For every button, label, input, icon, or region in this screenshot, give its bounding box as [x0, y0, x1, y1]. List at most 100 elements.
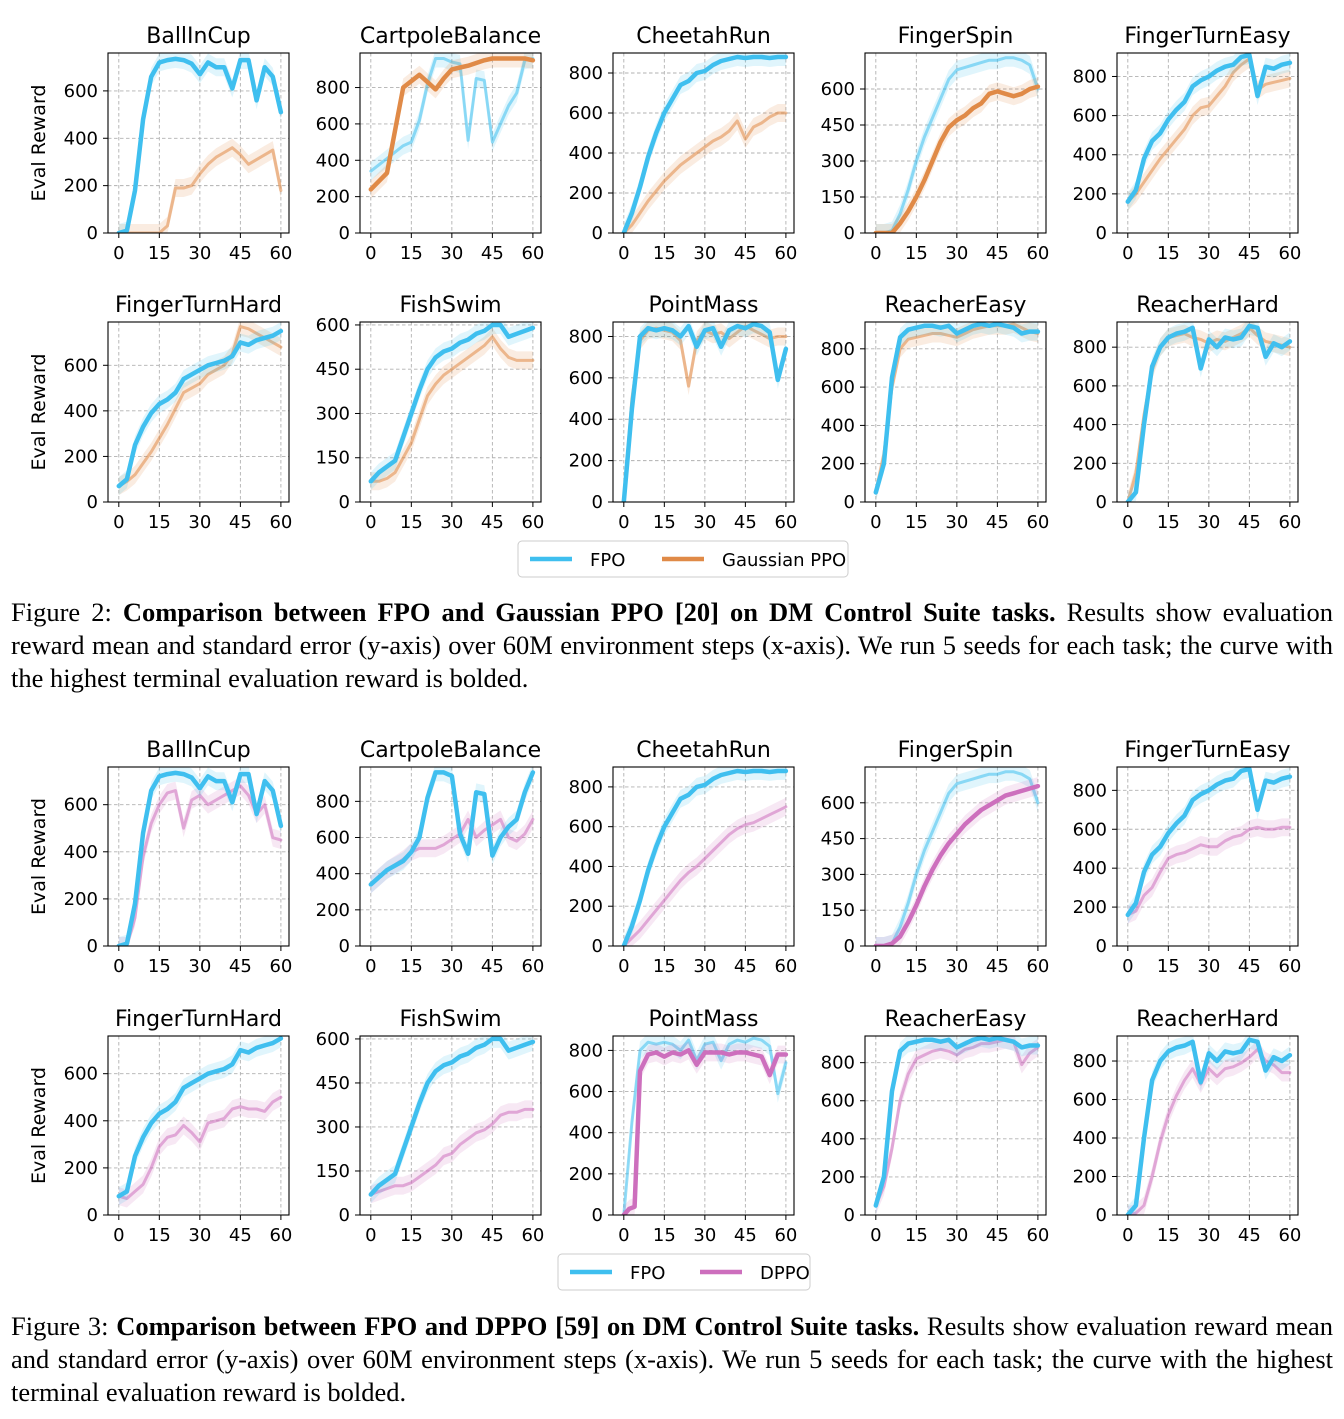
- x-tick-label: 0: [113, 512, 124, 533]
- series-band-fpo: [370, 1036, 533, 1204]
- y-tick-label: 0: [1096, 936, 1107, 957]
- y-tick-label: 0: [592, 1205, 603, 1226]
- legend-label-dppo: DPPO: [760, 1263, 810, 1284]
- chart-title: ReacherHard: [1136, 293, 1279, 318]
- x-tick-label: 15: [1157, 956, 1180, 977]
- x-tick-label: 45: [986, 243, 1009, 264]
- y-tick-label: 200: [64, 889, 98, 910]
- y-tick-label: 400: [821, 1129, 855, 1150]
- chart-title: CartpoleBalance: [360, 738, 541, 763]
- x-tick-label: 0: [365, 956, 376, 977]
- axes-frame: [1116, 52, 1299, 234]
- y-tick-label: 800: [569, 326, 603, 347]
- x-tick-label: 0: [113, 243, 124, 264]
- chart-title: FishSwim: [399, 293, 501, 318]
- series-line-fpo: [621, 322, 789, 502]
- x-tick-label: 0: [1122, 243, 1133, 264]
- series-line-gaussian_ppo: [873, 84, 1041, 233]
- series-line-fpo: [874, 770, 1040, 946]
- x-tick-label: 0: [1122, 512, 1133, 533]
- y-tick-label: 450: [821, 829, 855, 850]
- y-tick-label: 0: [339, 492, 350, 513]
- x-tick-label: 15: [1157, 243, 1180, 264]
- y-tick-label: 0: [1096, 492, 1107, 513]
- x-tick-label: 0: [870, 243, 881, 264]
- series-line-dppo: [117, 1095, 283, 1200]
- legend-label-fpo: FPO: [590, 550, 625, 571]
- x-tick-label: 45: [481, 1225, 504, 1246]
- figure-2-caption-text: Results show evaluation reward mean and …: [11, 597, 1334, 693]
- y-tick-label: 0: [339, 223, 350, 244]
- y-tick-label: 400: [64, 128, 98, 149]
- chart-title: ReacherEasy: [885, 293, 1027, 318]
- figure-3-caption: Figure 3: Comparison between FPO and DPP…: [11, 1310, 1333, 1409]
- y-axis-label: Eval Reward: [28, 798, 50, 915]
- x-tick-label: 0: [1122, 1225, 1133, 1246]
- y-tick-label: 600: [1073, 106, 1107, 127]
- y-tick-label: 0: [339, 1205, 350, 1226]
- x-tick-label: 15: [905, 243, 928, 264]
- chart-title: FishSwim: [399, 1007, 501, 1032]
- x-tick-label: 60: [1026, 956, 1049, 977]
- y-tick-label: 600: [64, 81, 98, 102]
- series-line-fpo: [369, 57, 535, 173]
- x-tick-label: 60: [521, 956, 544, 977]
- y-tick-label: 200: [569, 1164, 603, 1185]
- y-tick-label: 0: [592, 492, 603, 513]
- x-tick-label: 30: [188, 243, 211, 264]
- x-tick-label: 30: [1197, 512, 1220, 533]
- x-tick-label: 60: [1278, 512, 1301, 533]
- y-tick-label: 400: [64, 401, 98, 422]
- x-tick-label: 45: [229, 243, 252, 264]
- x-tick-label: 15: [400, 956, 423, 977]
- x-tick-label: 30: [945, 243, 968, 264]
- y-tick-label: 600: [569, 1082, 603, 1103]
- x-tick-label: 30: [945, 1225, 968, 1246]
- x-tick-label: 0: [1122, 956, 1133, 977]
- figure-3-label: Figure 3:: [11, 1311, 109, 1341]
- y-tick-label: 800: [316, 791, 350, 812]
- y-tick-label: 600: [569, 368, 603, 389]
- series-band-dppo: [370, 810, 533, 894]
- x-tick-label: 60: [1026, 243, 1049, 264]
- y-tick-label: 150: [821, 187, 855, 208]
- x-tick-label: 0: [870, 1225, 881, 1246]
- y-tick-label: 200: [569, 451, 603, 472]
- x-tick-label: 0: [365, 1225, 376, 1246]
- x-tick-label: 0: [618, 1225, 629, 1246]
- x-tick-label: 30: [1197, 956, 1220, 977]
- x-tick-label: 0: [870, 956, 881, 977]
- axes-frame: [359, 52, 542, 234]
- x-tick-label: 15: [905, 1225, 928, 1246]
- y-axis-label: Eval Reward: [28, 1067, 50, 1184]
- x-tick-label: 60: [521, 1225, 544, 1246]
- axes-frame: [107, 321, 290, 503]
- y-tick-label: 0: [592, 936, 603, 957]
- y-tick-label: 200: [1073, 897, 1107, 918]
- series-line-dppo: [873, 783, 1041, 946]
- y-tick-label: 400: [821, 415, 855, 436]
- y-tick-label: 300: [316, 403, 350, 424]
- axes-frame: [864, 321, 1047, 503]
- legend-label-gaussian_ppo: Gaussian PPO: [722, 550, 846, 571]
- x-tick-label: 60: [774, 243, 797, 264]
- y-tick-label: 450: [821, 115, 855, 136]
- x-tick-label: 30: [188, 512, 211, 533]
- x-tick-label: 45: [481, 956, 504, 977]
- y-tick-label: 800: [316, 78, 350, 99]
- y-tick-label: 600: [316, 114, 350, 135]
- axes-frame: [359, 1035, 542, 1216]
- x-tick-label: 15: [400, 243, 423, 264]
- y-tick-label: 400: [64, 842, 98, 863]
- y-tick-label: 0: [592, 223, 603, 244]
- y-tick-label: 200: [1073, 184, 1107, 205]
- y-tick-label: 800: [821, 339, 855, 360]
- x-tick-label: 0: [365, 243, 376, 264]
- series-line-fpo: [874, 56, 1040, 233]
